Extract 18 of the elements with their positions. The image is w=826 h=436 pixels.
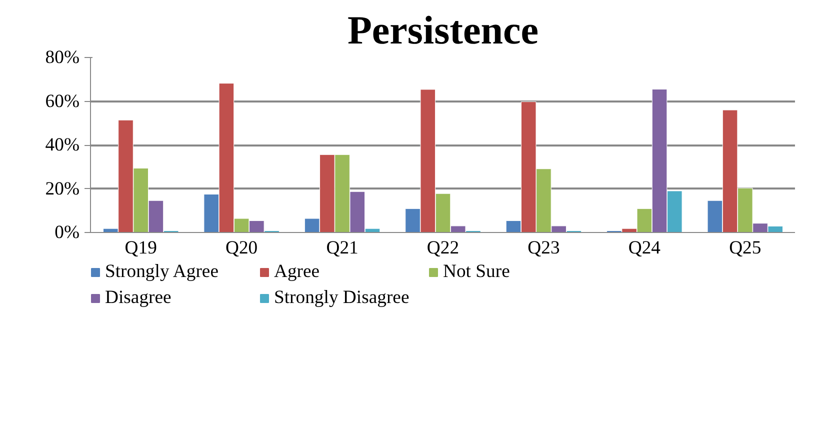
- legend-label: Agree: [274, 261, 321, 283]
- x-tick-label: Q19: [124, 238, 157, 258]
- y-tick-label: 20%: [45, 178, 80, 200]
- chart-title: Persistence: [347, 8, 539, 52]
- y-tick-label: 40%: [45, 134, 80, 156]
- legend-label: Strongly Disagree: [274, 287, 410, 309]
- x-tick-label: Q21: [326, 238, 358, 258]
- y-tick-label: 0%: [54, 222, 80, 243]
- legend-label: Strongly Agree: [105, 261, 220, 283]
- legend-label: Not Sure: [443, 261, 511, 283]
- x-tick-label: Q22: [426, 238, 460, 258]
- y-tick-label: 80%: [45, 47, 80, 68]
- x-tick-label: Q25: [729, 238, 762, 258]
- x-tick-label: Q24: [628, 238, 662, 258]
- y-tick-label: 60%: [45, 90, 80, 112]
- x-tick-label: Q23: [528, 238, 560, 258]
- x-tick-label: Q20: [226, 238, 258, 258]
- legend-label: Disagree: [105, 287, 172, 309]
